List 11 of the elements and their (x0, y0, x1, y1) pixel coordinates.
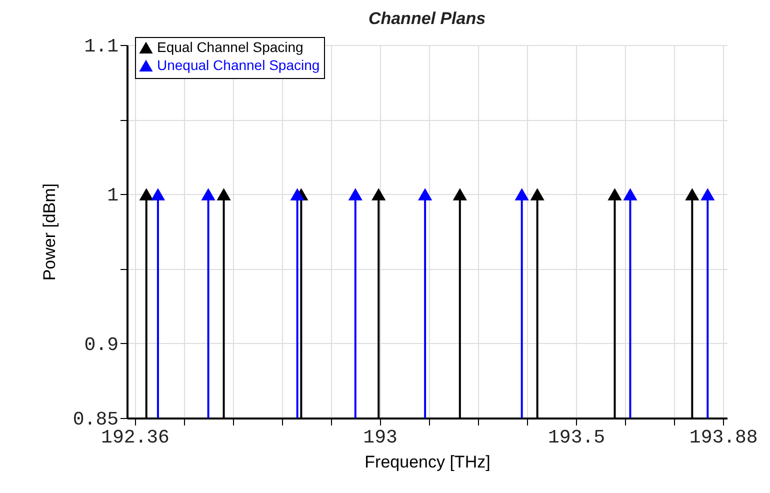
x-tick-label: 193.5 (548, 426, 606, 448)
x-axis-title: Frequency [THz] (364, 452, 490, 472)
y-axis-title: Power [dBm] (40, 183, 59, 281)
y-tick-label: 1.1 (84, 36, 118, 58)
y-tick-label: 0.9 (84, 334, 118, 356)
x-tick-label: 193.88 (689, 426, 758, 448)
chart-title: Channel Plans (368, 9, 486, 28)
legend-label: Equal Channel Spacing (157, 39, 304, 55)
y-tick-label: 1 (107, 184, 118, 207)
legend-label: Unequal Channel Spacing (157, 57, 320, 73)
x-tick-label: 193 (363, 426, 398, 448)
